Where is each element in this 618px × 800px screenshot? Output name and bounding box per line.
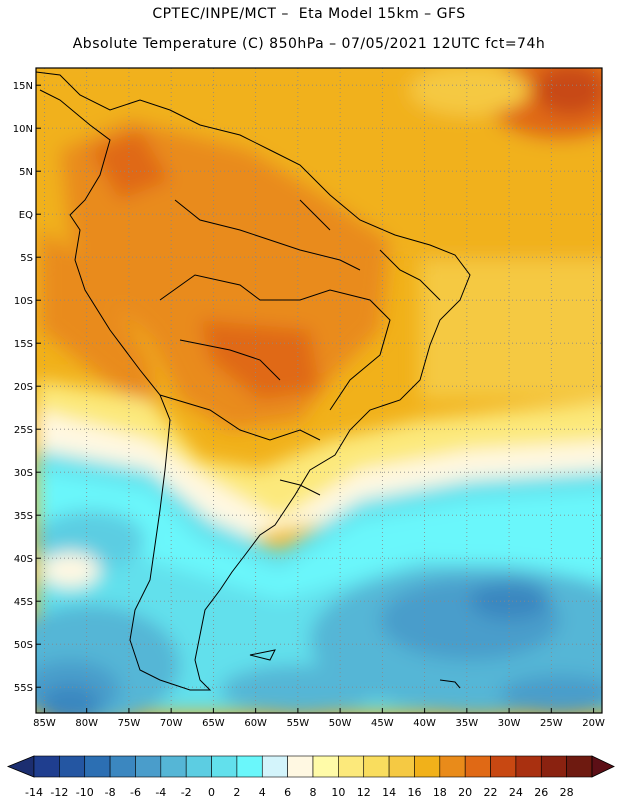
colorbar-swatch	[464, 755, 491, 778]
colorbar-swatch	[59, 755, 86, 778]
lon-tick-label: 20W	[582, 718, 605, 729]
colorbar-label: 26	[534, 786, 548, 799]
lon-tick-label: 85W	[33, 718, 56, 729]
colorbar-swatch	[185, 755, 212, 778]
colorbar-swatch	[515, 755, 542, 778]
colorbar-label: 8	[310, 786, 317, 799]
latitude-axis: 15N 10N 5N EQ 5S 10S 15S 20S 25S 30S 35S 40S 45S 50S 5…	[13, 81, 41, 694]
map-subtitle: Absolute Temperature (C) 850hPa – 07/05/…	[72, 36, 546, 52]
lon-tick-label: 75W	[118, 718, 141, 729]
lat-tick-label: 10S	[14, 296, 33, 307]
colorbar-label: 24	[509, 786, 523, 799]
colorbar-label: 12	[357, 786, 371, 799]
colorbar-swatch	[109, 755, 136, 778]
colorbar-label: -14	[25, 786, 43, 799]
lat-tick-label: 50S	[14, 640, 33, 651]
colorbar-label: -2	[181, 786, 192, 799]
colorbar-swatch	[312, 755, 339, 778]
lat-tick-label: 25S	[14, 425, 33, 436]
lat-tick-label: 35S	[14, 511, 33, 522]
lon-tick-label: 45W	[371, 718, 394, 729]
colorbar-swatch	[287, 755, 314, 778]
lon-tick-label: 35W	[456, 718, 479, 729]
colorbar-swatch	[439, 755, 466, 778]
colorbar-label: -10	[76, 786, 94, 799]
colorbar-label: -8	[105, 786, 116, 799]
coastline	[36, 71, 471, 691]
lat-tick-label: 10N	[13, 124, 33, 135]
lon-tick-label: 80W	[75, 718, 98, 729]
lon-tick-label: 65W	[202, 718, 225, 729]
lon-tick-label: 40W	[413, 718, 436, 729]
lon-tick-label: 30W	[498, 718, 521, 729]
colorbar-label: -6	[130, 786, 141, 799]
lat-tick-label: 15S	[14, 339, 33, 350]
colorbar-label: 22	[484, 786, 498, 799]
lat-tick-label: 45S	[14, 597, 33, 608]
lat-tick-label: 5S	[20, 253, 33, 264]
colorbar-swatch	[490, 755, 517, 778]
colorbar-low-arrow	[6, 755, 35, 778]
colorbar-swatch	[363, 755, 390, 778]
colorbar-label: 0	[208, 786, 215, 799]
lat-tick-label: 20S	[14, 382, 33, 393]
colorbar: -14 -12 -10 -8 -6 -4 -2 0 2 4 6 8 10 12 14 16 18 20 22 24 26…	[6, 755, 615, 799]
lat-tick-label: 15N	[13, 81, 33, 92]
colorbar-swatch	[388, 755, 415, 778]
lon-tick-label: 70W	[160, 718, 183, 729]
lat-tick-label: 5N	[19, 167, 33, 178]
colorbar-label: 10	[331, 786, 345, 799]
colorbar-label: -12	[50, 786, 68, 799]
colorbar-label: 4	[259, 786, 266, 799]
colorbar-high-arrow	[591, 755, 615, 778]
map-frame	[35, 67, 603, 714]
lat-tick-label: 55S	[14, 683, 33, 694]
temperature-field	[36, 68, 602, 713]
colorbar-label: -4	[155, 786, 166, 799]
lat-tick-label: 30S	[14, 468, 33, 479]
colorbar-label: 6	[284, 786, 291, 799]
colorbar-swatch	[566, 755, 593, 778]
colorbar-swatch	[261, 755, 288, 778]
lon-tick-label: 55W	[287, 718, 310, 729]
colorbar-swatch	[84, 755, 111, 778]
colorbar-label: 14	[382, 786, 396, 799]
colorbar-label: 28	[560, 786, 574, 799]
lon-tick-label: 25W	[540, 718, 563, 729]
colorbar-swatch	[211, 755, 238, 778]
longitude-axis: 85W 80W 75W 70W 65W 60W 55W 50W 45W 40W 35W 30W 25W 2…	[33, 708, 605, 729]
colorbar-swatch	[160, 755, 187, 778]
lat-tick-label: EQ	[19, 210, 33, 221]
colorbar-swatch	[540, 755, 567, 778]
colorbar-swatch	[135, 755, 162, 778]
colorbar-swatch	[338, 755, 365, 778]
colorbar-label: 16	[407, 786, 421, 799]
colorbar-label: 20	[458, 786, 472, 799]
colorbar-label: 18	[433, 786, 447, 799]
lon-tick-label: 60W	[244, 718, 267, 729]
colorbar-swatch	[236, 755, 263, 778]
colorbar-label: 2	[233, 786, 240, 799]
map-title: CPTEC/INPE/MCT – Eta Model 15km – GFS	[152, 6, 466, 22]
lat-tick-label: 40S	[14, 554, 33, 565]
colorbar-swatch	[414, 755, 441, 778]
colorbar-swatch	[33, 755, 60, 778]
lon-tick-label: 50W	[329, 718, 352, 729]
